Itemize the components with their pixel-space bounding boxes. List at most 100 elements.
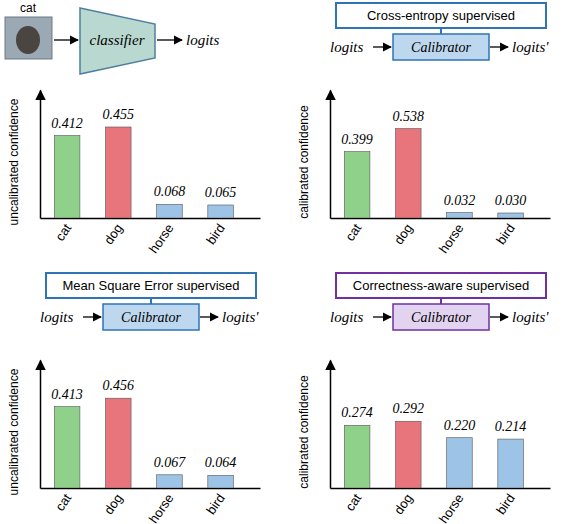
data-label: 0.274 [341,405,373,420]
x-axis: cat dog horse bird [41,488,261,524]
x-tick-label: bird [493,491,518,517]
x-tick: horse [436,488,467,524]
supervision-box [46,273,256,298]
bar [54,136,80,218]
data-label: 0.412 [51,116,83,131]
data-label: 0.064 [205,455,237,470]
arrow [373,46,391,47]
bar [208,475,234,488]
data-label: 0.220 [444,418,476,433]
y-axis-title: calibrated confidence [297,105,311,219]
y-axis-line [330,91,332,219]
bar [395,421,421,488]
x-tick: dog [391,488,416,517]
arrow [373,316,391,317]
x-tick-label: dog [101,221,126,247]
y-axis [40,361,41,489]
input-label: logits [40,309,74,325]
x-tick: cat [342,218,364,244]
y-axis [40,91,41,219]
data-label: 0.065 [205,185,237,200]
supervision-label: Cross-entropy supervised [367,8,515,23]
input-label: logits [330,309,364,325]
data-label: 0.456 [103,378,135,393]
calibrator-box [393,304,489,330]
data-label: 0.067 [154,455,187,470]
arrow [200,316,218,317]
data-label: 0.413 [51,387,83,402]
y-axis-line [330,361,332,489]
y-axis [330,361,331,489]
y-axis [330,91,331,219]
bars [54,127,233,218]
panel: catclassifierlogits0.4120.4550.0680.065c… [5,1,261,256]
arrow [490,316,508,317]
x-tick: dog [101,488,126,517]
calibrator-box [103,304,199,330]
data-label: 0.214 [495,419,526,434]
bar [498,213,524,218]
data-label: 0.068 [154,184,186,199]
x-tick-label: horse [146,221,177,256]
calibrator-box [393,34,489,60]
arrow [490,46,508,47]
arrow [83,316,101,317]
supervision-box [336,273,546,298]
input-label: logits [330,39,364,55]
x-tick: cat [52,488,74,514]
x-tick-label: dog [391,491,416,517]
x-tick: cat [342,488,364,514]
x-tick: dog [391,218,416,247]
supervision-label: Mean Square Error supervised [62,278,239,293]
x-tick-label: cat [342,491,364,514]
x-tick-label: bird [203,221,228,247]
output-label: logits' [512,309,549,325]
x-tick-label: horse [436,491,467,524]
x-tick: dog [101,218,126,247]
x-tick-label: dog [391,221,416,247]
x-tick: bird [203,218,228,247]
figure: catclassifierlogits0.4120.4550.0680.065c… [0,0,582,524]
output-label: logits' [512,39,549,55]
input-image [5,17,52,59]
x-tick: cat [52,218,74,244]
data-label: 0.292 [393,401,425,416]
bar [105,398,131,488]
bar [208,205,234,218]
x-tick-label: bird [493,221,518,247]
connector [150,298,152,304]
supervision-box [336,3,546,28]
output-label: logits' [222,309,259,325]
panel: Cross-entropy supervisedlogitsCalibrator… [297,3,551,256]
x-tick-label: horse [436,221,467,256]
bars [344,421,523,488]
x-tick: horse [436,218,467,256]
bar [447,213,473,218]
input-label: cat [20,1,37,15]
x-tick-label: bird [203,491,228,517]
bar [447,438,473,488]
y-axis-title: uncalibrated confidence [7,368,21,495]
panel: Correctness-aware supervisedlogitsCalibr… [297,273,551,524]
y-axis-line [40,361,42,489]
x-tick: bird [493,488,518,517]
bar [105,127,131,218]
x-tick-label: cat [52,491,74,514]
y-axis-line [40,91,42,219]
classifier-label: classifier [90,32,145,48]
data-label: 0.538 [393,109,425,124]
connector [440,298,442,304]
x-tick: horse [146,488,177,524]
calibrator-label: Calibrator [411,310,471,325]
x-axis: cat dog horse bird [331,218,551,256]
classifier-shape [80,8,155,74]
data-label: 0.030 [495,193,526,208]
data-label: 0.032 [444,193,476,208]
x-tick-label: horse [146,491,177,524]
arrow [54,39,78,40]
bar [395,129,421,218]
x-axis: cat dog horse bird [331,488,551,524]
x-tick: bird [493,218,518,247]
data-label: 0.399 [341,132,373,147]
bars [54,398,233,488]
